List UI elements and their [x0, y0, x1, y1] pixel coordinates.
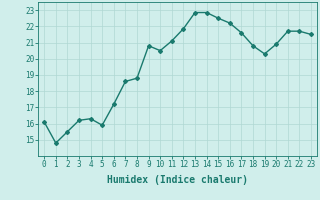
- X-axis label: Humidex (Indice chaleur): Humidex (Indice chaleur): [107, 175, 248, 185]
